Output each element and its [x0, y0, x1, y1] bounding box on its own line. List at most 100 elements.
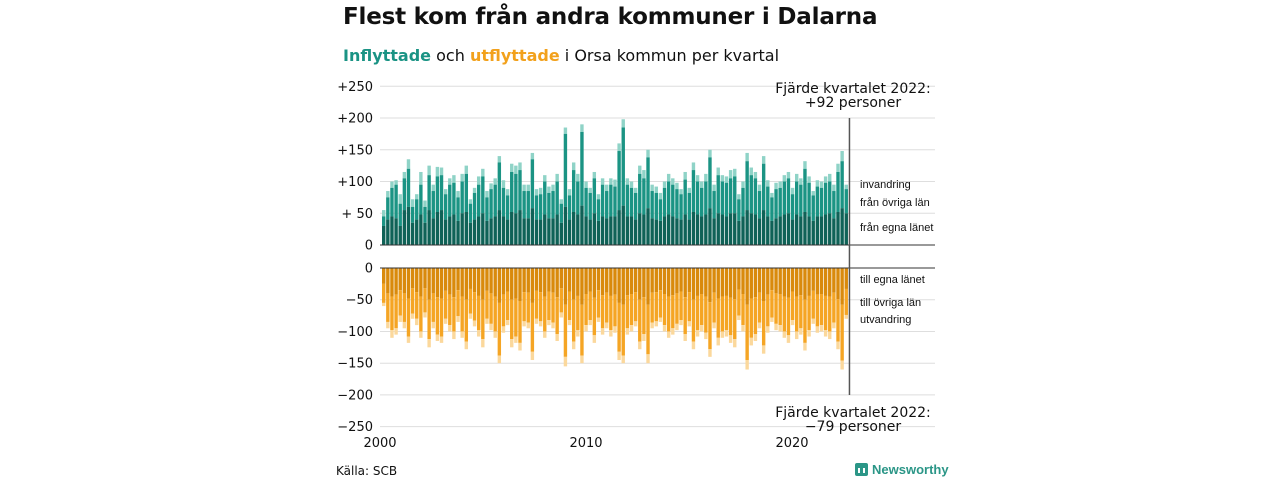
bar-in-own-county — [613, 216, 617, 245]
bar-out-emigration — [646, 354, 650, 364]
bar-out-emigration — [443, 318, 448, 324]
bar-out-other-counties — [534, 290, 539, 319]
bar-out-other-counties — [716, 298, 720, 338]
bar-in-own-county — [596, 220, 601, 245]
bar-out-emigration — [510, 339, 514, 348]
bar-out-other-counties — [757, 292, 762, 323]
bar-in-own-county — [757, 218, 762, 245]
bar-out-emigration — [555, 333, 559, 341]
bar-out-emigration — [832, 322, 836, 329]
bar-out-own-county — [613, 268, 617, 295]
bar-out-emigration — [807, 330, 811, 337]
bar-out-other-counties — [720, 296, 725, 332]
bar-out-other-counties — [588, 291, 592, 321]
bar-out-other-counties — [662, 294, 667, 326]
bar-in-other-counties — [774, 189, 778, 219]
bar-out-emigration — [439, 336, 444, 343]
bar-in-other-counties — [435, 176, 440, 212]
bar-out-own-county — [650, 268, 654, 293]
y-tick-label: −100 — [337, 325, 373, 340]
bar-out-other-counties — [786, 297, 791, 336]
bar-in-immigration — [662, 181, 667, 188]
bar-out-emigration — [514, 336, 518, 343]
bar-out-emigration — [398, 315, 402, 322]
bar-in-own-county — [543, 214, 547, 245]
bar-out-own-county — [382, 268, 386, 284]
bar-in-immigration — [646, 149, 650, 158]
bar-in-immigration — [402, 171, 407, 179]
bar-in-immigration — [394, 180, 398, 185]
bar-out-emigration — [728, 335, 733, 343]
bar-out-own-county — [410, 268, 415, 289]
bar-in-own-county — [811, 220, 815, 245]
bar-out-own-county — [547, 268, 551, 292]
bar-in-other-counties — [704, 181, 708, 215]
bar-out-other-counties — [700, 294, 704, 326]
bar-in-immigration — [823, 176, 828, 183]
bar-out-own-county — [576, 268, 580, 296]
bar-in-other-counties — [600, 184, 605, 217]
bar-out-other-counties — [406, 298, 411, 337]
bar-in-own-county — [679, 219, 683, 245]
bar-in-immigration — [650, 184, 654, 192]
bar-out-own-county — [795, 268, 799, 297]
bar-out-own-county — [456, 268, 460, 291]
bar-out-own-county — [803, 268, 807, 300]
bar-in-own-county — [456, 220, 460, 245]
brand-logo[interactable]: Newsworthy — [855, 462, 949, 477]
bar-in-own-county — [559, 222, 563, 245]
bar-in-immigration — [691, 162, 696, 171]
bar-in-immigration — [844, 184, 848, 190]
bar-out-other-counties — [584, 294, 588, 326]
bar-out-other-counties — [761, 300, 766, 346]
x-tick-label: 2020 — [775, 436, 808, 451]
bar-in-immigration — [654, 186, 658, 193]
bar-in-immigration — [464, 165, 468, 174]
bar-in-immigration — [700, 181, 704, 188]
bar-out-own-county — [617, 268, 621, 303]
bar-out-other-counties — [390, 296, 394, 331]
bar-out-own-county — [563, 268, 568, 305]
bar-in-other-counties — [514, 173, 518, 214]
bar-out-emigration — [642, 333, 646, 341]
bar-out-other-counties — [654, 292, 658, 322]
bar-out-own-county — [728, 268, 733, 298]
bar-out-other-counties — [708, 302, 712, 350]
bar-out-emigration — [716, 337, 720, 346]
bar-out-other-counties — [737, 289, 741, 316]
bar-in-own-county — [741, 216, 745, 245]
bar-in-immigration — [605, 184, 609, 192]
bar-out-emigration — [600, 328, 605, 335]
bar-in-immigration — [753, 171, 758, 179]
bar-out-other-counties — [485, 290, 489, 319]
bar-in-immigration — [712, 184, 716, 192]
bar-out-emigration — [766, 326, 770, 333]
bar-in-other-counties — [832, 191, 836, 219]
bar-in-other-counties — [675, 189, 679, 219]
bar-out-emigration — [745, 360, 749, 370]
bar-out-emigration — [435, 334, 440, 341]
bar-out-own-county — [704, 268, 708, 297]
bar-out-emigration — [526, 322, 530, 329]
bar-in-other-counties — [485, 197, 489, 221]
bar-in-own-county — [530, 208, 535, 245]
bar-out-emigration — [576, 330, 580, 337]
chart-subtitle: Inflyttade och utflyttade i Orsa kommun … — [343, 46, 779, 65]
bar-out-own-county — [605, 268, 609, 293]
bar-out-other-counties — [576, 295, 580, 331]
bar-in-other-counties — [398, 203, 402, 226]
bar-chart-icon — [855, 463, 868, 476]
bar-in-own-county — [840, 208, 844, 245]
bar-in-other-counties — [642, 178, 646, 215]
bar-out-emigration — [431, 321, 435, 329]
bar-out-other-counties — [819, 294, 824, 326]
bar-in-other-counties — [580, 131, 584, 206]
bar-in-immigration — [811, 191, 815, 196]
bar-in-immigration — [761, 156, 766, 164]
bar-in-immigration — [435, 166, 440, 177]
bar-in-other-counties — [419, 184, 423, 215]
bar-in-own-county — [588, 219, 592, 245]
bar-out-own-county — [580, 268, 584, 305]
bar-in-own-county — [770, 220, 774, 245]
bar-out-other-counties — [530, 302, 535, 352]
